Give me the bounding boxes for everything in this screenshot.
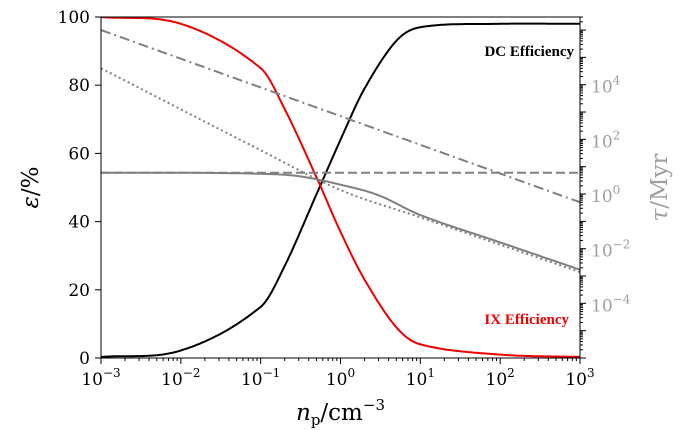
x-tick-base: 10: [326, 370, 348, 390]
x-tick-exponent: 3: [587, 366, 595, 380]
y-right-axis-label-unit: /Myr: [647, 153, 673, 208]
series-tau-dotted: [101, 67, 580, 273]
ix-efficiency-annotation: IX Efficiency: [484, 312, 569, 328]
y-right-tick-label: 10−4: [591, 292, 631, 316]
y-left-tick-label: 20: [68, 281, 90, 301]
x-tick-label: 10−1: [241, 366, 280, 390]
series-ix-efficiency: [101, 17, 580, 358]
y-left-tick-label: 40: [68, 213, 90, 233]
x-tick-label: 101: [406, 366, 435, 390]
y-left-tick-label: 0: [79, 349, 90, 369]
y-right-tick-exponent: 4: [613, 74, 621, 88]
x-axis-label: np/cm−3: [296, 396, 385, 429]
x-tick-label: 100: [326, 366, 355, 390]
x-tick-base: 10: [406, 370, 428, 390]
y-left-axis-label: ε/%: [18, 167, 44, 209]
y-right-tick-exponent: 0: [613, 183, 621, 197]
x-tick-label: 102: [486, 366, 515, 390]
x-tick-base: 10: [565, 370, 587, 390]
y-right-tick-base: 10: [591, 132, 613, 152]
x-tick-label: 10−2: [161, 366, 200, 390]
x-tick-exponent: 0: [348, 366, 356, 380]
x-axis-label-symbol: n: [296, 400, 311, 426]
x-tick-label: 10−3: [81, 366, 120, 390]
y-left-tick-label: 80: [68, 76, 90, 96]
x-tick-base: 10: [241, 370, 263, 390]
y-right-tick-base: 10: [591, 242, 613, 262]
x-tick-exponent: 1: [427, 366, 435, 380]
x-axis-label-unit: /cm: [320, 400, 363, 426]
plot-lines: [101, 17, 580, 358]
x-axis-label-superscript: −3: [363, 396, 385, 414]
y-right-tick-base: 10: [591, 78, 613, 98]
y-right-tick-label: 104: [591, 74, 621, 98]
x-axis-label-subscript: p: [311, 411, 321, 429]
y-left-tick-label: 100: [58, 8, 90, 28]
y-right-tick-base: 10: [591, 296, 613, 316]
x-tick-exponent: −3: [103, 366, 121, 380]
x-tick-base: 10: [161, 370, 183, 390]
y-right-tick-exponent: 2: [613, 128, 621, 142]
x-tick-base: 10: [81, 370, 103, 390]
y-right-tick-label: 100: [591, 183, 620, 207]
plot-frame: [100, 16, 581, 359]
series-tau-solid: [101, 171, 580, 271]
series-tau-dash-dot: [101, 29, 580, 204]
y-left-axis-label-unit: /%: [18, 167, 44, 197]
x-tick-exponent: 2: [507, 366, 515, 380]
y-right-axis-label: τ/Myr: [647, 153, 673, 221]
x-tick-label: 103: [565, 366, 594, 390]
y-right-tick-exponent: −4: [613, 292, 631, 306]
series-dc-efficiency: [101, 22, 580, 358]
dc-efficiency-annotation: DC Efficiency: [484, 44, 574, 60]
ticks: 10−3 10−2 10−1 100 101 102 10302040608010010−4…: [58, 8, 631, 390]
y-right-tick-label: 10−2: [591, 238, 630, 262]
y-left-tick-label: 60: [68, 144, 90, 164]
y-right-tick-label: 102: [591, 128, 620, 152]
y-left-axis-label-symbol: ε: [18, 196, 44, 208]
x-tick-base: 10: [486, 370, 508, 390]
y-right-tick-base: 10: [591, 187, 613, 207]
y-right-tick-exponent: −2: [613, 238, 631, 252]
x-tick-exponent: −1: [263, 366, 281, 380]
x-tick-exponent: −2: [183, 366, 201, 380]
y-right-axis-label-symbol: τ: [647, 208, 673, 222]
